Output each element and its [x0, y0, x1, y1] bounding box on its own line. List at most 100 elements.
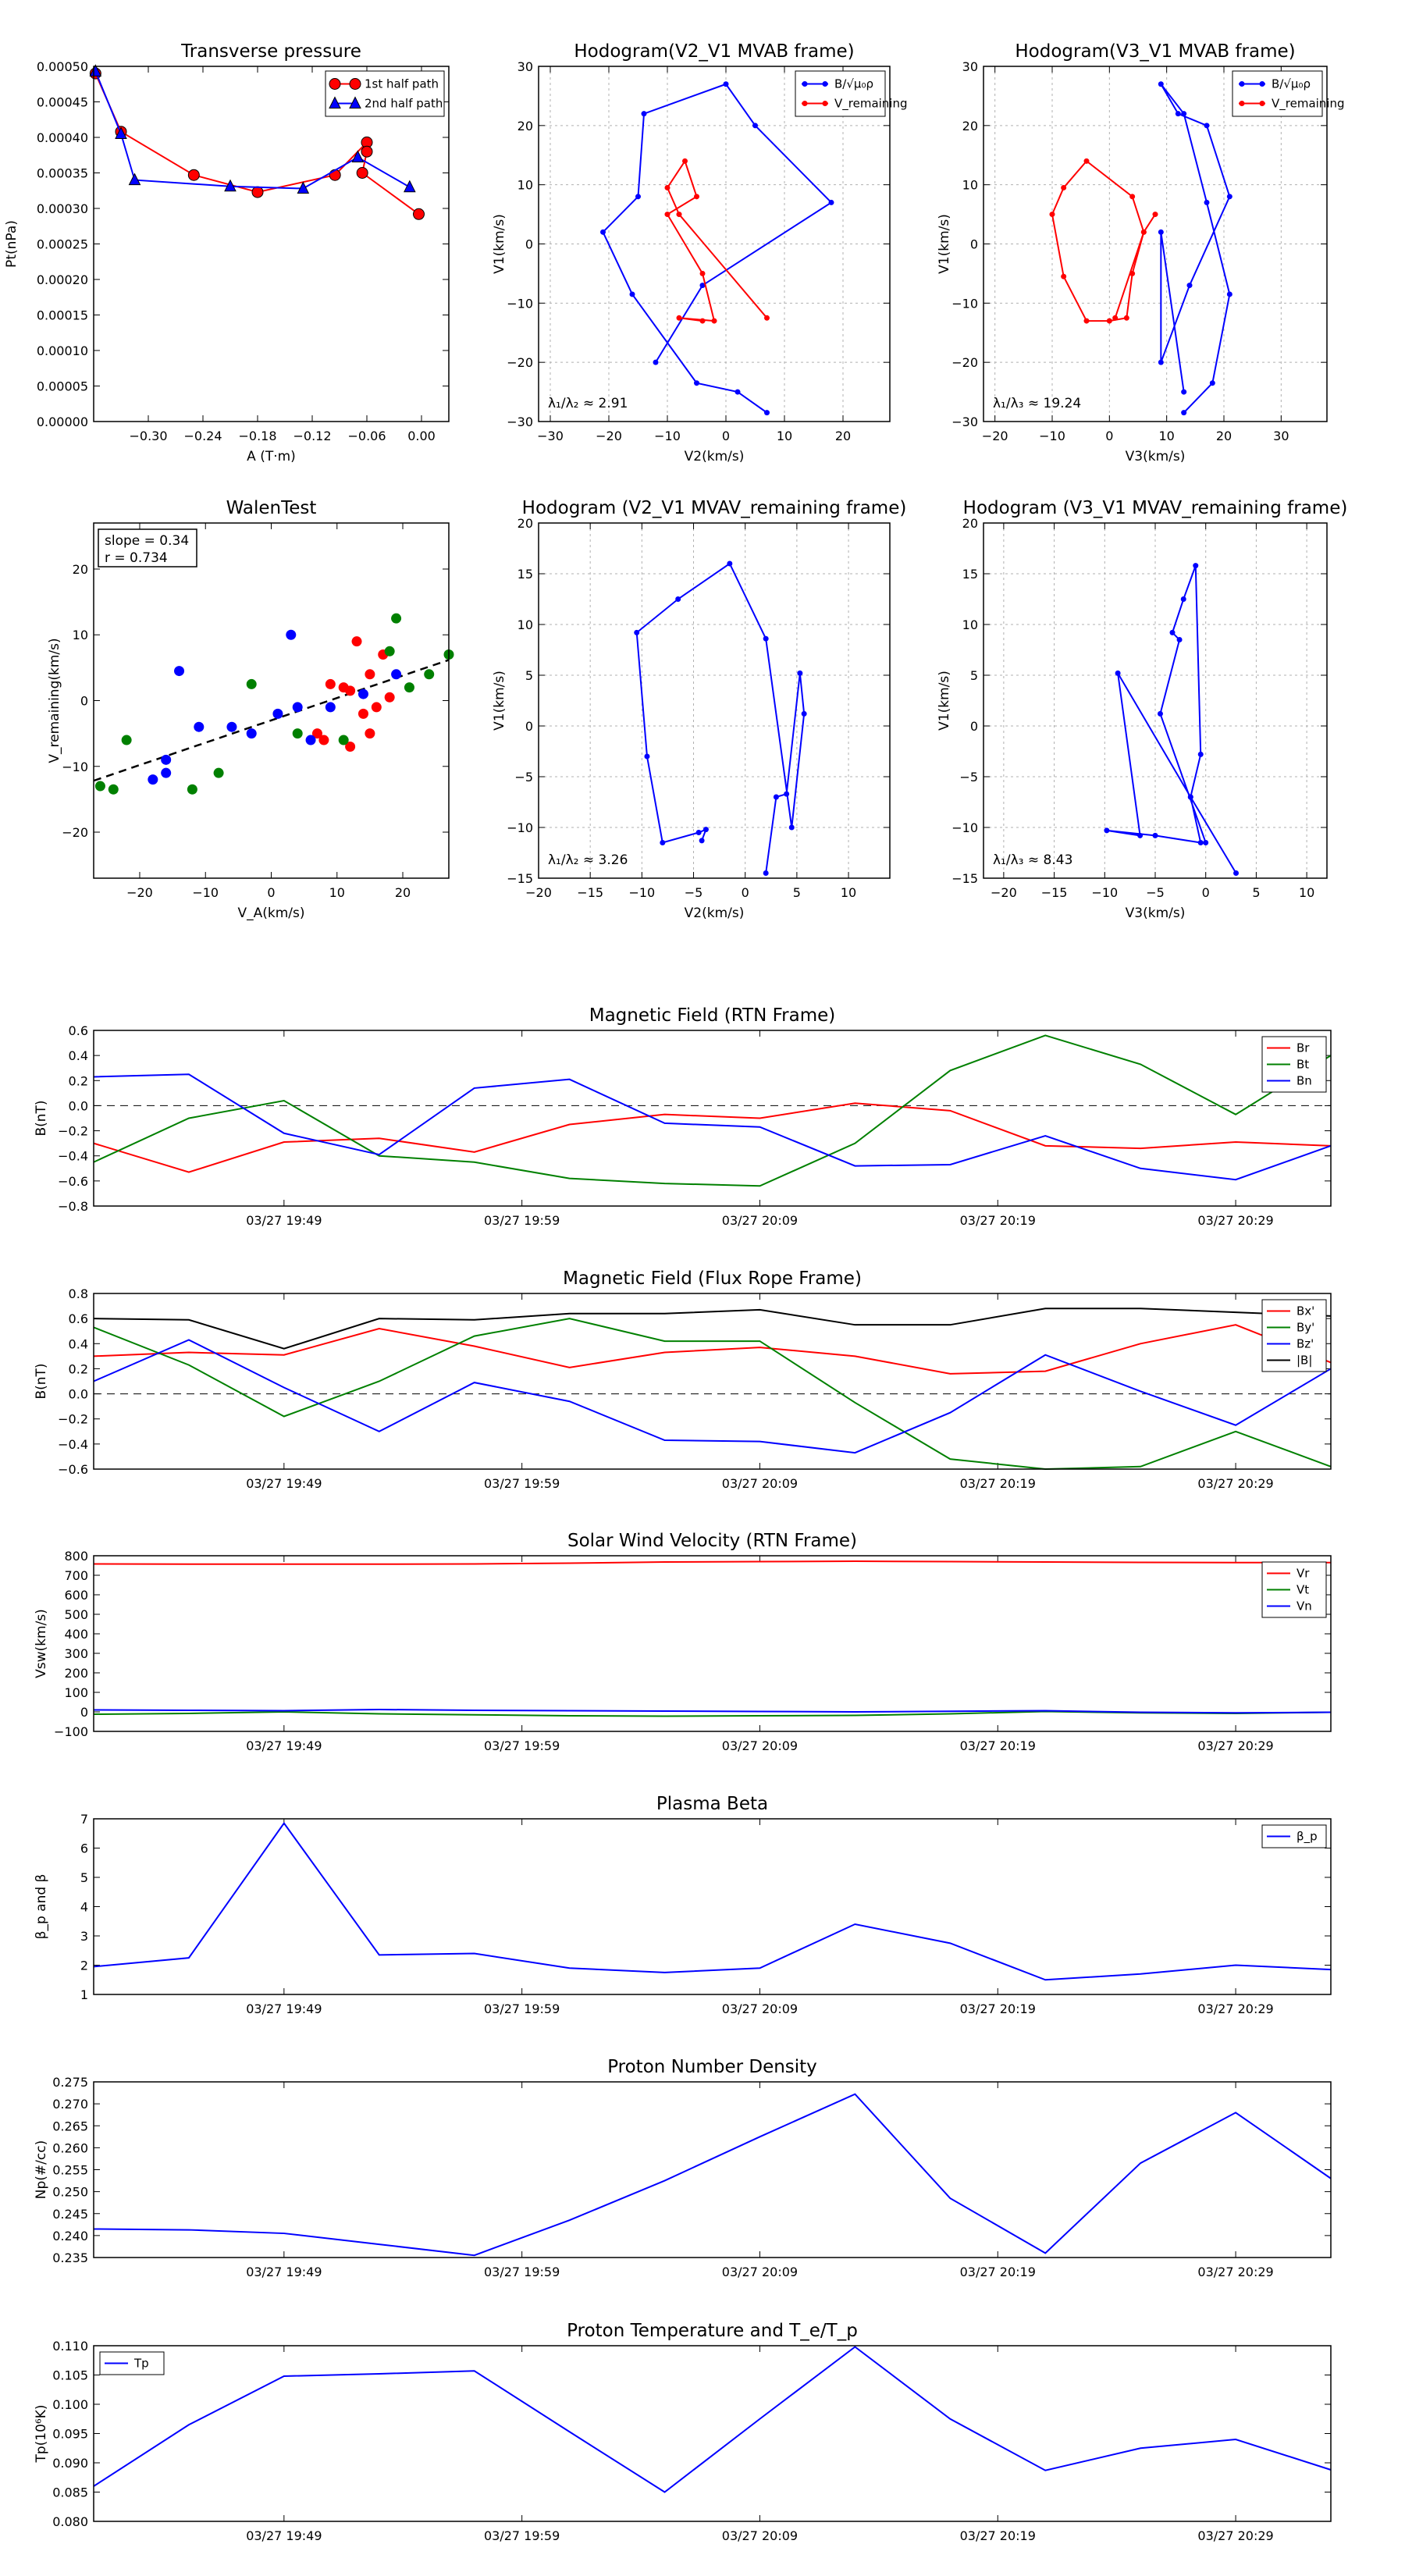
x-tick-label: −20 — [991, 885, 1017, 900]
data-point — [784, 791, 790, 797]
x-tick-label: 0 — [1105, 429, 1113, 443]
x-axis-label: V_A(km/s) — [237, 906, 304, 921]
x-tick-label: 03/27 20:19 — [960, 2001, 1036, 2016]
data-point — [361, 145, 373, 158]
data-point — [1158, 359, 1164, 365]
y-tick-label: 30 — [518, 59, 533, 74]
chart-hodogram-v3v1-mvab: −20 −10 0 10 20 30 −30 −20 −10 0 10 20 30 Hodogram(V3… — [937, 41, 1345, 464]
x-tick-label: 03/27 19:59 — [484, 2265, 560, 2279]
series-line — [1160, 84, 1231, 414]
y-tick-label: 7 — [80, 1812, 88, 1827]
data-point — [404, 682, 414, 693]
chart-title: Plasma Beta — [656, 1794, 768, 1814]
data-point — [764, 410, 770, 416]
y-tick-label: 0.235 — [52, 2250, 88, 2265]
legend-label: Bz' — [1297, 1337, 1314, 1351]
chart-title: Hodogram (V2_V1 MVAV_remaining frame) — [522, 498, 907, 518]
data-point — [365, 669, 375, 680]
x-tick-label: 03/27 19:59 — [484, 2001, 560, 2016]
y-tick-label: −0.2 — [58, 1124, 88, 1139]
series-line — [93, 1102, 1332, 1173]
data-point — [305, 735, 316, 745]
y-tick-label: 20 — [518, 516, 533, 531]
series-line — [666, 159, 768, 322]
legend-marker — [349, 96, 361, 109]
x-tick-label: 03/27 20:09 — [722, 2265, 798, 2279]
data-point — [194, 721, 205, 732]
data-point — [318, 735, 329, 745]
x-tick-label: 03/27 19:49 — [246, 1476, 322, 1491]
x-tick-label: −15 — [577, 885, 603, 900]
chart-title: Solar Wind Velocity (RTN Frame) — [567, 1531, 857, 1551]
x-tick-label: 20 — [395, 885, 411, 900]
y-axis-label: B(nT) — [34, 1363, 49, 1399]
data-point — [297, 181, 310, 194]
x-tick-label: −10 — [1091, 885, 1118, 900]
legend-marker — [1239, 101, 1245, 106]
y-tick-label: 0.100 — [52, 2397, 88, 2412]
x-tick-label: −10 — [192, 885, 219, 900]
y-tick-label: 20 — [962, 119, 978, 133]
data-point — [1083, 158, 1090, 164]
x-tick-label: 03/27 19:59 — [484, 1476, 560, 1491]
y-axis-label: V1(km/s) — [937, 214, 952, 274]
x-tick-label: 0.00 — [407, 429, 436, 443]
data-point — [1203, 840, 1209, 845]
x-tick-label: −10 — [654, 429, 681, 443]
x-tick-label: −0.12 — [293, 429, 331, 443]
y-tick-label: −20 — [507, 355, 533, 370]
y-tick-label: 10 — [73, 628, 88, 642]
series-line — [93, 1560, 1331, 1565]
y-axis-label: V1(km/s) — [492, 214, 507, 274]
data-point — [292, 728, 303, 739]
x-tick-label: 03/27 19:59 — [484, 1213, 560, 1228]
chart-title: Hodogram (V3_V1 MVAV_remaining frame) — [963, 498, 1348, 518]
x-tick-label: −20 — [126, 885, 153, 900]
data-point — [1158, 81, 1164, 87]
y-tick-label: 0.2 — [69, 1361, 88, 1376]
x-tick-label: 03/27 20:19 — [960, 1476, 1036, 1491]
y-axis-label: V1(km/s) — [492, 671, 507, 731]
legend-marker — [1259, 81, 1265, 87]
data-point — [1181, 410, 1187, 416]
data-point — [251, 186, 264, 198]
data-point — [286, 629, 297, 640]
y-tick-label: 0.105 — [52, 2368, 88, 2383]
series-line — [93, 1318, 1332, 1471]
plot-frame — [538, 66, 891, 422]
legend-label: Bt — [1297, 1058, 1309, 1072]
x-tick-label: 0 — [742, 885, 749, 900]
y-tick-label: 0 — [80, 1705, 88, 1720]
y-tick-label: 0 — [80, 694, 88, 709]
plot-frame — [93, 66, 450, 422]
data-point — [424, 669, 435, 680]
data-point — [357, 708, 368, 719]
legend-label: 2nd half path — [365, 97, 443, 111]
x-tick-label: 03/27 20:09 — [722, 1738, 798, 1753]
x-tick-label: 0 — [267, 885, 275, 900]
y-tick-label: 0.085 — [52, 2485, 88, 2500]
legend-marker — [802, 101, 808, 106]
data-point — [329, 169, 341, 181]
y-tick-label: −0.6 — [58, 1174, 88, 1189]
legend-box — [325, 70, 445, 117]
y-tick-label: 0.110 — [52, 2339, 88, 2354]
data-point — [1123, 315, 1129, 321]
chart-walen-test: −20 −10 0 10 20 −20 −10 0 10 20 WalenTest V_A(km/s)… — [47, 498, 454, 921]
data-point — [325, 702, 336, 713]
y-tick-label: 0 — [525, 237, 533, 252]
legend-marker — [329, 96, 341, 109]
y-tick-label: 10 — [962, 617, 978, 632]
legend-label: Vt — [1297, 1583, 1309, 1597]
y-tick-label: 0.00005 — [37, 379, 88, 394]
y-tick-label: 0.6 — [69, 1311, 88, 1326]
y-tick-label: 0.00050 — [37, 59, 88, 74]
annotation-text: r = 0.734 — [105, 550, 168, 566]
legend-marker — [349, 78, 361, 90]
y-tick-label: 600 — [64, 1588, 88, 1603]
data-point — [723, 81, 729, 87]
data-point — [246, 728, 257, 739]
data-point — [629, 291, 635, 297]
data-point — [292, 702, 303, 713]
y-axis-label: Vsw(km/s) — [34, 1609, 49, 1678]
